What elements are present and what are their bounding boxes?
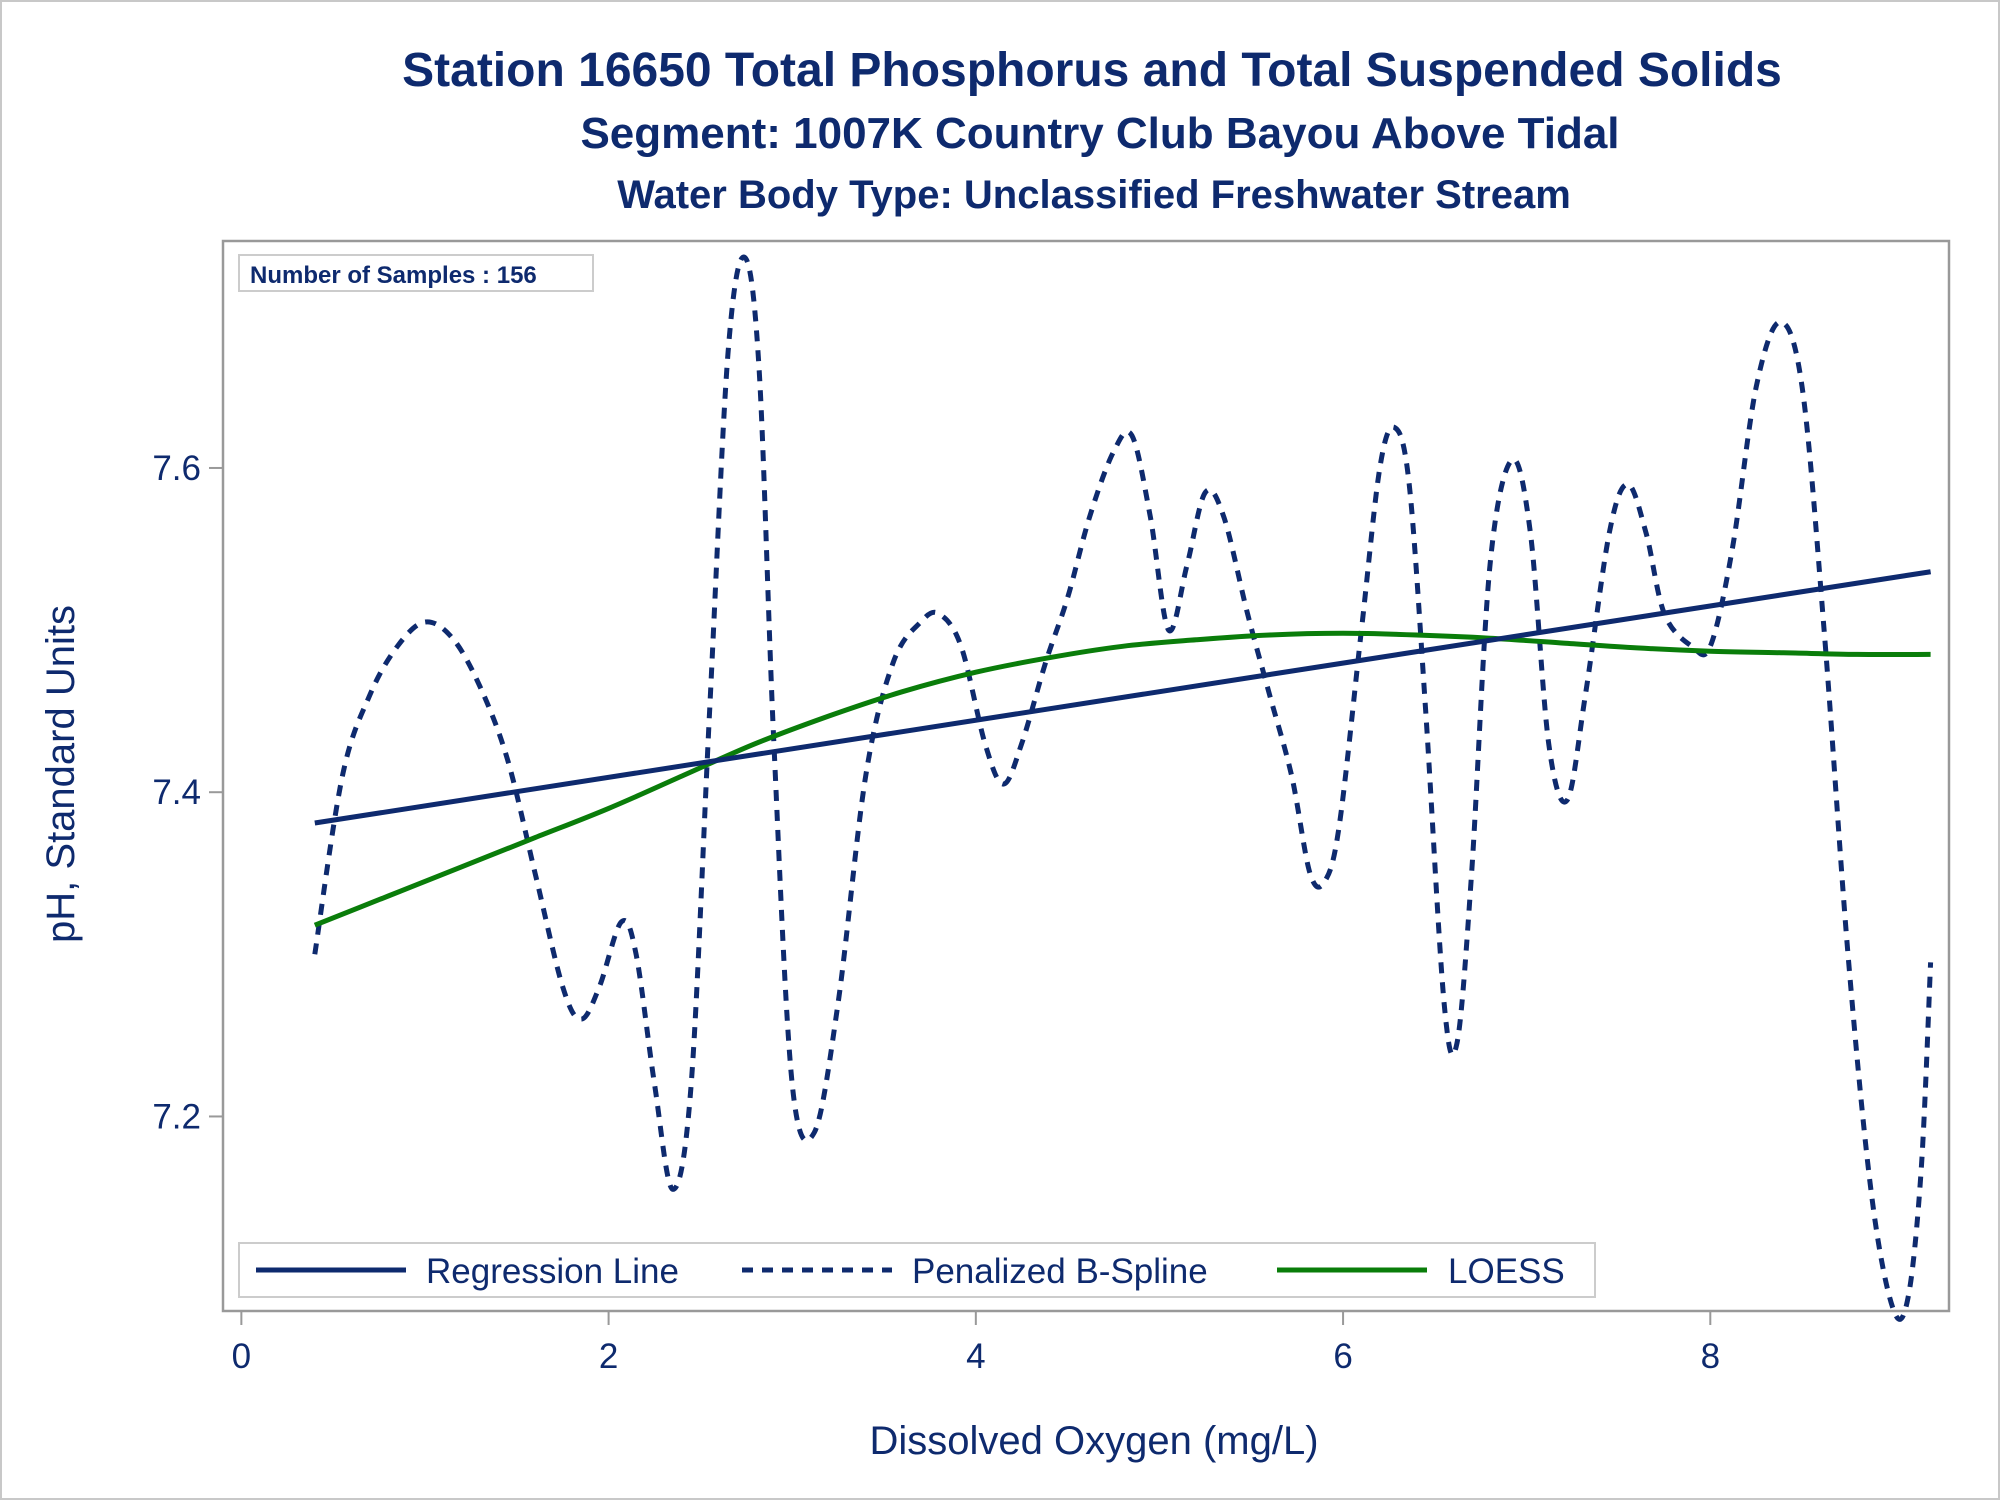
x-axis-label: Dissolved Oxygen (mg/L) <box>869 1419 1318 1463</box>
plot-area <box>221 239 1951 1313</box>
x-tick-label: 8 <box>1701 1337 1720 1376</box>
legend-label-loess: LOESS <box>1448 1252 1565 1291</box>
samples-label: Number of Samples : 156 <box>250 262 537 289</box>
x-tick-label: 2 <box>599 1337 618 1376</box>
series-regression-line <box>314 569 1932 826</box>
chart-subtitle-2: Water Body Type: Unclassified Freshwater… <box>617 173 1571 217</box>
x-tick-label: 4 <box>966 1337 985 1376</box>
series-penalized-b-spline <box>312 254 1934 1322</box>
x-axis: 0 2 4 6 8 <box>232 1311 1720 1376</box>
legend-label-spline: Penalized B-Spline <box>912 1252 1208 1291</box>
chart-subtitle: Segment: 1007K Country Club Bayou Above … <box>580 109 1619 158</box>
y-axis-label: pH, Standard Units <box>39 605 83 943</box>
x-tick-label: 0 <box>232 1337 251 1376</box>
samples-annotation: Number of Samples : 156 <box>238 254 594 292</box>
legend: Regression Line Penalized B-Spline LOESS <box>238 1242 1596 1298</box>
annotation-box <box>238 254 594 292</box>
x-tick-label: 6 <box>1333 1337 1352 1376</box>
y-tick-label: 7.4 <box>152 773 201 812</box>
y-tick-label: 7.2 <box>152 1097 201 1136</box>
y-axis: 7.2 7.4 7.6 <box>152 449 223 1136</box>
series-loess <box>313 630 1931 928</box>
y-tick-label: 7.6 <box>152 449 201 488</box>
legend-label-regression: Regression Line <box>426 1252 679 1291</box>
series-layer <box>312 254 1934 1322</box>
chart-title: Station 16650 Total Phosphorus and Total… <box>402 44 1782 97</box>
